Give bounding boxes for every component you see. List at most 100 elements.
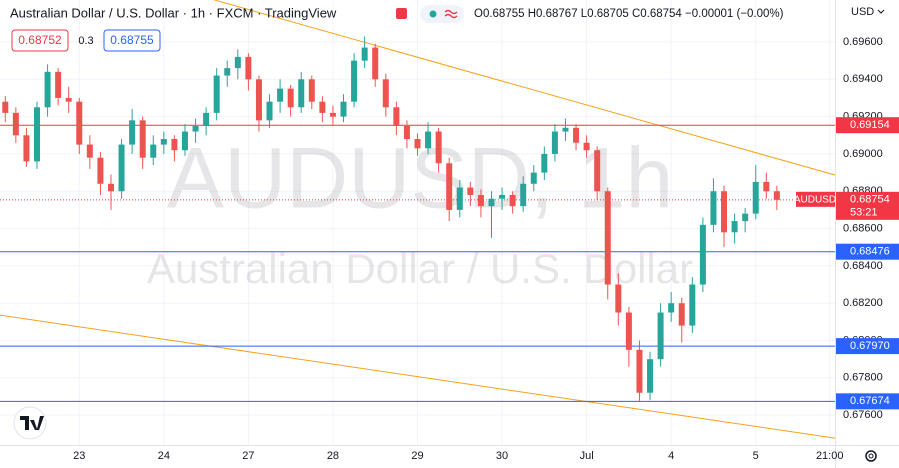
countdown-label: 53:21 (850, 207, 878, 219)
candle-body (615, 284, 622, 313)
candle-body (107, 183, 114, 192)
candle-body (86, 144, 93, 158)
candle-body (699, 224, 706, 285)
currency-dropdown-icon[interactable] (877, 9, 885, 14)
y-tick-label: 0.69600 (843, 36, 883, 48)
level-price-label: 0.68476 (850, 246, 890, 258)
buy-button[interactable] (103, 29, 161, 52)
candle-body (477, 194, 484, 207)
candle-body (541, 153, 548, 173)
candle-body (551, 131, 558, 154)
candle-body (625, 312, 632, 350)
candle-body (44, 71, 51, 108)
candle-body (530, 172, 537, 184)
candle-body (55, 71, 62, 98)
candle-body (329, 112, 336, 117)
candle-body (435, 131, 442, 164)
y-tick-label: 0.68600 (843, 222, 883, 234)
candle-body (509, 194, 516, 207)
candle-body (65, 97, 72, 102)
symbol-label: AUDUSD (794, 194, 836, 205)
spread: 0.3 (78, 35, 93, 47)
x-tick-label: 5 (753, 450, 759, 462)
sell-button[interactable] (11, 29, 69, 52)
candle-body (255, 79, 262, 121)
candle-body (118, 144, 125, 192)
symbol-title[interactable]: Australian Dollar / U.S. Dollar · 1h · F… (10, 5, 337, 20)
level-price-label-bg (836, 243, 899, 260)
x-tick-label: 30 (496, 450, 508, 462)
trend-line (214, 0, 836, 176)
flag-icon[interactable] (396, 8, 407, 19)
candle-body (319, 101, 326, 113)
candle-body (752, 181, 759, 214)
y-tick-label: 0.68400 (843, 260, 883, 272)
candle-body (171, 139, 178, 151)
x-tick-label: 4 (668, 450, 674, 462)
candle-body (721, 191, 728, 233)
candle-body (382, 79, 389, 108)
candle-body (213, 75, 220, 113)
candle-body (773, 191, 780, 200)
candle-body (245, 56, 252, 80)
ask-price[interactable]: 0.68755 (110, 33, 154, 47)
x-tick-label: 23 (73, 450, 85, 462)
header: Australian Dollar / U.S. Dollar · 1h · F… (10, 5, 784, 52)
candle-body (678, 303, 685, 326)
y-tick-label: 0.69400 (843, 73, 883, 85)
level-price-label: 0.67674 (850, 395, 890, 407)
candle-body (594, 150, 601, 192)
candle-body (298, 79, 305, 108)
candle-body (689, 284, 696, 326)
y-tick-label: 0.68200 (843, 297, 883, 309)
level-price-label: 0.67970 (850, 340, 890, 352)
candle-body (763, 181, 770, 192)
ohlc-values: O0.68755 H0.68767 L0.68705 C0.68754 −0.0… (474, 8, 784, 20)
candle-body (2, 101, 9, 113)
candle-body (340, 101, 347, 117)
symbol-label-bg (796, 191, 835, 207)
status-pill[interactable] (420, 5, 464, 23)
candle-body (488, 198, 495, 207)
level-price-label: 0.69154 (850, 119, 890, 131)
candles-layer (2, 36, 780, 402)
trend-line (0, 314, 836, 439)
candle-body (277, 88, 284, 102)
tv-logo[interactable] (13, 406, 47, 440)
candle-body (456, 187, 463, 210)
candle-body (657, 312, 664, 360)
candle-body (203, 112, 210, 126)
y-tick-label: 0.67800 (843, 372, 883, 384)
x-tick-label: 27 (242, 450, 254, 462)
candle-body (499, 194, 506, 199)
x-tick-label: 24 (158, 450, 170, 462)
candle-body (562, 127, 569, 132)
bid-price[interactable]: 0.68752 (18, 33, 62, 47)
candle-body (308, 79, 315, 102)
candle-body (668, 303, 675, 313)
candle-body (403, 125, 410, 140)
candle-body (192, 125, 199, 132)
settings-icon[interactable] (865, 450, 877, 462)
candle-body (139, 120, 146, 158)
candle-body (393, 107, 400, 126)
candle-body (181, 131, 188, 151)
candle-body (425, 131, 432, 149)
last-price-label: 0.68754 (850, 194, 890, 206)
level-price-label-bg (836, 117, 899, 134)
candle-body (604, 191, 611, 285)
candle-body (414, 139, 421, 149)
level-price-label-bg (836, 393, 899, 410)
currency-label[interactable]: USD (851, 6, 874, 18)
candle-body (12, 112, 19, 136)
candle-body (287, 88, 294, 108)
candle-body (33, 107, 40, 162)
candle-body (351, 60, 358, 102)
watermark-layer: AUDUSD, 1h Australian Dollar / U.S. Doll… (147, 131, 693, 292)
candle-body (446, 163, 453, 210)
y-tick-label: 0.67600 (843, 409, 883, 421)
candle-body (742, 213, 749, 222)
candle-body (467, 187, 474, 195)
